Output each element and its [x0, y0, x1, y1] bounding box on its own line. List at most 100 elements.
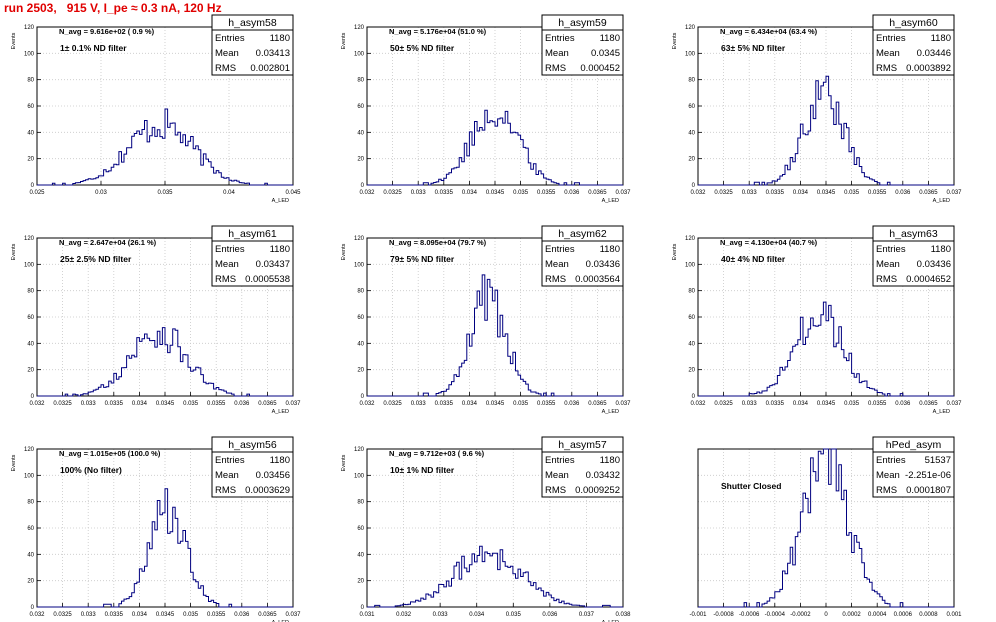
- x-tick-label: 0.033: [742, 190, 758, 196]
- histogram-panel-h-asym62: 0.032 0.0325 0.033 0.0335 0.034 0.0345 0.035 0.…: [341, 225, 631, 415]
- x-tick-label: 0.037: [285, 401, 301, 407]
- n-avg-label: N_avg = 9.712e+03 ( 9.6 %): [389, 449, 485, 458]
- y-tick-label: 80: [688, 289, 695, 295]
- stats-rms-label: RMS: [876, 63, 897, 74]
- y-tick-label: 0: [31, 394, 35, 400]
- y-axis-label: Events: [672, 243, 678, 260]
- stats-title: h_asym57: [558, 439, 607, 451]
- x-tick-label: 0.035: [183, 612, 199, 618]
- stats-mean-label: Mean: [545, 48, 569, 59]
- y-tick-label: 40: [357, 552, 364, 558]
- histogram-panel-hPed-asym: -0.001 -0.0008 -0.0006 -0.0004 -0.0002 0 0.000…: [689, 436, 962, 618]
- x-tick-label: 0.0365: [588, 401, 607, 407]
- stats-mean-label: Mean: [876, 470, 900, 481]
- stats-entries-label: Entries: [545, 33, 575, 44]
- x-tick-label: 0.0325: [714, 401, 733, 407]
- histogram-panel-h-asym60: 0.032 0.0325 0.033 0.0335 0.034 0.0345 0.035 0.…: [672, 14, 962, 204]
- y-tick-label: 120: [24, 25, 35, 31]
- y-tick-label: 0: [361, 183, 365, 189]
- y-tick-label: 20: [688, 157, 695, 163]
- y-tick-label: 80: [27, 500, 34, 506]
- x-tick-label: 0.032: [29, 401, 45, 407]
- x-tick-label: 0.025: [29, 190, 45, 196]
- histogram-panel-h-asym58: 0.025 0.03 0.035 0.04 0.045 0 20 40 60 80 100 120 Ev…: [11, 14, 301, 204]
- stats-entries-label: Entries: [876, 244, 906, 255]
- x-tick-label: -0.001: [689, 612, 707, 618]
- x-tick-label: 0.0325: [53, 401, 72, 407]
- x-tick-label: -0.0006: [739, 612, 760, 618]
- histogram-line-h-asym62: [367, 274, 623, 397]
- y-tick-label: 40: [27, 130, 34, 136]
- x-axis-label: A_LED: [933, 409, 950, 415]
- stats-mean-value: 0.03436: [586, 259, 620, 270]
- histogram-panel-h-asym57: 0.031 0.032 0.033 0.034 0.035 0.036 0.037 0.038…: [341, 436, 631, 622]
- stats-rms-label: RMS: [545, 63, 566, 74]
- y-tick-label: 100: [24, 262, 35, 268]
- stats-entries-value: 1180: [931, 244, 951, 255]
- n-avg-label: N_avg = 8.095e+04 (79.7 %): [389, 238, 487, 247]
- stats-box: [211, 225, 294, 287]
- stats-rms-value: 0.0003564: [575, 274, 620, 285]
- y-tick-label: 120: [24, 236, 35, 242]
- x-tick-label: 0.0345: [156, 401, 175, 407]
- stats-entries-value: 1180: [270, 244, 290, 255]
- y-tick-label: 100: [354, 51, 365, 57]
- stats-mean-value: -2.251e-06: [905, 470, 951, 481]
- x-tick-label: 0.033: [433, 612, 449, 618]
- y-tick-label: 40: [27, 552, 34, 558]
- y-tick-label: 0: [361, 394, 365, 400]
- stats-rms-value: 0.0001807: [906, 485, 951, 496]
- histogram-line-h-asym59: [367, 109, 623, 186]
- x-tick-label: 0.037: [285, 612, 301, 618]
- y-tick-label: 20: [27, 579, 34, 585]
- x-axis-label: A_LED: [272, 620, 289, 622]
- stats-mean-label: Mean: [876, 48, 900, 59]
- filter-label: 50± 5% ND filter: [390, 43, 455, 53]
- x-axis-label: A_LED: [272, 409, 289, 415]
- x-axis-label: A_LED: [602, 409, 619, 415]
- x-tick-label: 0.03: [95, 190, 107, 196]
- x-tick-label: 0.0325: [53, 612, 72, 618]
- x-tick-label: 0.035: [183, 401, 199, 407]
- stats-entries-label: Entries: [876, 455, 906, 466]
- y-tick-label: 100: [685, 262, 696, 268]
- x-axis-label: A_LED: [602, 198, 619, 204]
- stats-entries-value: 1180: [931, 33, 951, 44]
- y-tick-label: 120: [354, 447, 365, 453]
- stats-rms-value: 0.000452: [580, 63, 620, 74]
- stats-rms-label: RMS: [876, 485, 897, 496]
- stats-mean-value: 0.0345: [591, 48, 620, 59]
- x-tick-label: 0.0355: [868, 401, 887, 407]
- stats-rms-label: RMS: [215, 63, 236, 74]
- x-tick-label: 0.0325: [714, 190, 733, 196]
- n-avg-label: N_avg = 4.130e+04 (40.7 %): [720, 238, 818, 247]
- stats-box: [872, 436, 955, 498]
- stats-mean-value: 0.03413: [256, 48, 290, 59]
- x-tick-label: 0.034: [132, 612, 148, 618]
- n-avg-label: N_avg = 2.647e+04 (26.1 %): [59, 238, 157, 247]
- x-tick-label: 0.0365: [588, 190, 607, 196]
- x-tick-label: 0.033: [411, 190, 427, 196]
- stats-title: h_asym58: [228, 17, 277, 29]
- y-tick-label: 40: [27, 341, 34, 347]
- x-tick-label: 0.0002: [842, 612, 861, 618]
- x-tick-label: 0.037: [946, 401, 962, 407]
- stats-mean-value: 0.03436: [917, 259, 951, 270]
- y-tick-label: 60: [357, 104, 364, 110]
- y-tick-label: 100: [24, 51, 35, 57]
- x-tick-label: 0.036: [895, 190, 911, 196]
- x-tick-label: 0.0365: [258, 401, 277, 407]
- histogram-panel-h-asym56: 0.032 0.0325 0.033 0.0335 0.034 0.0345 0.035 0.…: [11, 436, 301, 622]
- y-tick-label: 60: [27, 104, 34, 110]
- x-tick-label: 0.033: [81, 612, 97, 618]
- y-axis-label: Events: [11, 454, 17, 471]
- x-tick-label: 0.036: [895, 401, 911, 407]
- stats-entries-value: 51537: [925, 455, 951, 466]
- stats-rms-label: RMS: [876, 274, 897, 285]
- y-tick-label: 20: [27, 368, 34, 374]
- x-tick-label: 0.0345: [817, 401, 836, 407]
- x-tick-label: 0.0355: [868, 190, 887, 196]
- stats-entries-value: 1180: [600, 455, 620, 466]
- y-tick-label: 60: [27, 526, 34, 532]
